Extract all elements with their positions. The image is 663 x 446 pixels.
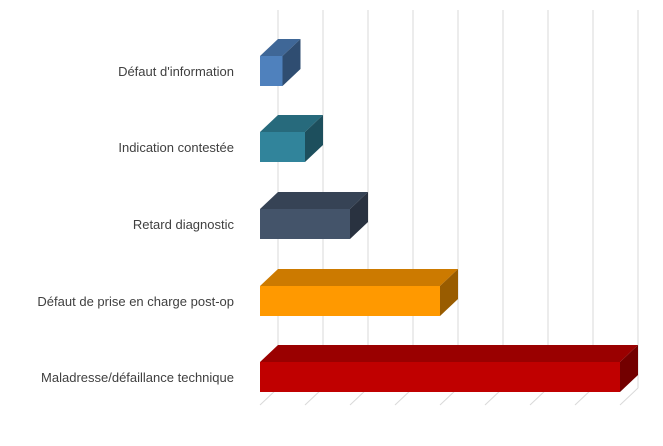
bar-front-face xyxy=(260,209,350,239)
bar-side-face xyxy=(305,115,323,162)
bar xyxy=(260,269,458,316)
bar-side-face xyxy=(282,39,301,86)
bar-top-face xyxy=(260,115,323,132)
bar-side-face xyxy=(440,269,458,316)
bar xyxy=(260,39,301,86)
category-label: Retard diagnostic xyxy=(133,217,235,232)
category-label: Indication contestée xyxy=(118,140,234,155)
bar xyxy=(260,115,323,162)
bar-front-face xyxy=(260,132,305,162)
bar-front-face xyxy=(260,362,620,392)
category-label: Maladresse/défaillance technique xyxy=(41,370,234,385)
bar xyxy=(260,192,368,239)
category-labels: Défaut d'information Indication contestée… xyxy=(37,64,234,385)
bar xyxy=(260,345,638,392)
bar-front-face xyxy=(260,286,440,316)
bar-front-face xyxy=(260,56,283,86)
category-label: Défaut d'information xyxy=(118,64,234,79)
bar-top-face xyxy=(260,345,638,362)
bar-top-face xyxy=(260,192,368,209)
gridline-floor xyxy=(619,387,639,406)
category-label: Défaut de prise en charge post-op xyxy=(37,294,234,309)
bar-top-face xyxy=(260,269,458,286)
bar-side-face xyxy=(620,345,638,392)
bar-side-face xyxy=(350,192,368,239)
bars xyxy=(260,39,638,392)
bar-top-face xyxy=(260,39,301,56)
